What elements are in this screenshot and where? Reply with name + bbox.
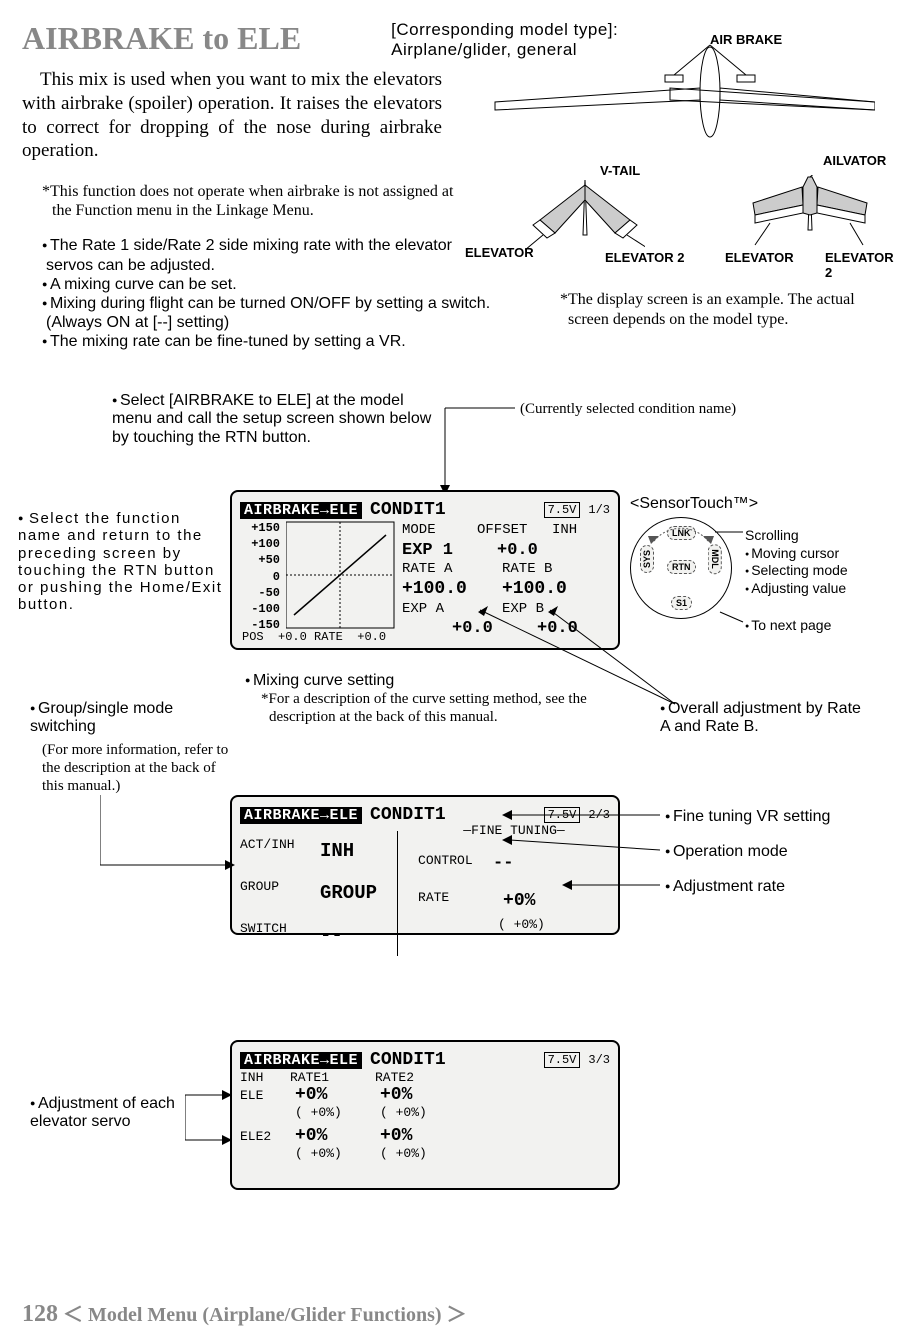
lcd3-page: 3/3 <box>588 1053 610 1067</box>
lbl: RATE <box>314 630 343 644</box>
lbl: RATE2 <box>375 1070 414 1085</box>
display-note: *The display screen is an example. The a… <box>560 290 878 330</box>
op-mode-callout: Operation mode <box>665 843 788 860</box>
label-elevator-av: ELEVATOR <box>725 250 794 265</box>
label-vtail: V-TAIL <box>600 163 640 178</box>
lbl: RATE A <box>402 561 502 579</box>
bullet-3: Mixing during flight can be turned ON/OF… <box>42 294 492 332</box>
select-menu-callout: Select [AIRBRAKE to ELE] at the model me… <box>112 392 431 446</box>
lbl: POS <box>242 630 264 644</box>
aircraft-diagram: AIR BRAKE V-TAIL ELEVATOR ELEVATOR 2 AIL <box>455 40 875 300</box>
label-elevator-vt: ELEVATOR <box>465 245 534 260</box>
lbl: ELE <box>240 1088 295 1103</box>
lbl: ACT/INH <box>240 831 320 873</box>
val: +0% <box>295 1126 380 1146</box>
lcd1-title: AIRBRAKE→ELE <box>240 502 362 519</box>
lbl: ELE2 <box>240 1129 295 1144</box>
footer-text: ＜ Model Menu (Airplane/Glider Functions)… <box>63 1304 467 1326</box>
lcd1-condition: CONDIT1 <box>370 500 446 520</box>
val: +0% <box>295 1085 380 1105</box>
adj-rate-callout: Adjustment rate <box>665 878 785 895</box>
val: +0.0 <box>278 630 307 644</box>
scroll-mode: Selecting mode <box>745 562 848 580</box>
y-label: +50 <box>240 552 280 568</box>
val: ( +0%) <box>380 1105 427 1120</box>
mixing-curve-callout: Mixing curve setting <box>245 672 394 689</box>
label-ailvator: AILVATOR <box>823 153 886 168</box>
val: +0.0 <box>357 630 386 644</box>
val: -- <box>320 915 343 957</box>
lcd1-page: 1/3 <box>588 503 610 517</box>
y-label: +100 <box>240 536 280 552</box>
lbl: RATE B <box>502 561 552 579</box>
condition-label: (Currently selected condition name) <box>520 400 736 418</box>
model-type-label: [Corresponding model type]: <box>391 20 618 40</box>
y-label: 0 <box>240 569 280 585</box>
lcd3-condition: CONDIT1 <box>370 1050 446 1070</box>
y-label: -100 <box>240 601 280 617</box>
val: EXP 1 <box>402 540 497 561</box>
label-elevator2-vt: ELEVATOR 2 <box>605 250 684 265</box>
fine-tuning-callout: Fine tuning VR setting <box>665 808 830 825</box>
lbl: INH <box>240 1070 290 1085</box>
label-elevator2-av: ELEVATOR 2 <box>825 250 894 280</box>
adj-servo-callout: Adjustment of each elevator servo <box>30 1095 175 1130</box>
lbl: SWITCH <box>240 915 320 957</box>
lbl: GROUP <box>240 873 320 915</box>
linkage-note: *This function does not operate when air… <box>22 182 472 220</box>
scroll-label: Scrolling <box>745 527 848 545</box>
lcd3-battery: 7.5V <box>544 1052 581 1068</box>
lbl: OFFSET <box>477 522 552 540</box>
val: ( +0%) <box>418 915 610 935</box>
val: +0% <box>380 1085 412 1105</box>
sensor-title: <SensorTouch™> <box>630 495 880 513</box>
val: GROUP <box>320 873 377 915</box>
bullet-2: A mixing curve can be set. <box>42 275 492 294</box>
group-single-callout: Group/single mode switching <box>30 700 173 735</box>
return-fn-callout: Select the function name and return to t… <box>18 510 222 613</box>
lcd3-title: AIRBRAKE→ELE <box>240 1052 362 1069</box>
group-single-sub: (For more information, refer to the desc… <box>30 741 230 795</box>
y-label: -50 <box>240 585 280 601</box>
lcd-screen-3: AIRBRAKE→ELE CONDIT1 7.5V 3/3 INHRATE1RA… <box>230 1040 620 1190</box>
page-title: AIRBRAKE to ELE <box>22 20 301 57</box>
val: ( +0%) <box>295 1105 380 1120</box>
val: ( +0%) <box>295 1146 380 1161</box>
lcd2-title: AIRBRAKE→ELE <box>240 807 362 824</box>
val: INH <box>320 831 354 873</box>
page-number: 128 <box>22 1301 58 1327</box>
y-label: +150 <box>240 520 280 536</box>
val: +0% <box>380 1126 412 1146</box>
lbl: MODE <box>402 522 477 540</box>
bullet-1: The Rate 1 side/Rate 2 side mixing rate … <box>42 236 492 274</box>
val: ( +0%) <box>380 1146 427 1161</box>
lbl: RATE1 <box>290 1070 375 1085</box>
lcd1-battery: 7.5V <box>544 502 581 518</box>
val: +0.0 <box>497 540 538 561</box>
label-airbrake: AIR BRAKE <box>710 32 782 47</box>
scroll-cursor: Moving cursor <box>745 545 848 563</box>
scroll-adjust: Adjusting value <box>745 580 848 598</box>
bullet-4: The mixing rate can be fine-tuned by set… <box>42 332 492 351</box>
feature-bullets: The Rate 1 side/Rate 2 side mixing rate … <box>22 236 492 351</box>
intro-text: This mix is used when you want to mix th… <box>22 68 442 163</box>
next-page-label: To next page <box>745 617 848 635</box>
lbl: INH <box>552 522 577 540</box>
